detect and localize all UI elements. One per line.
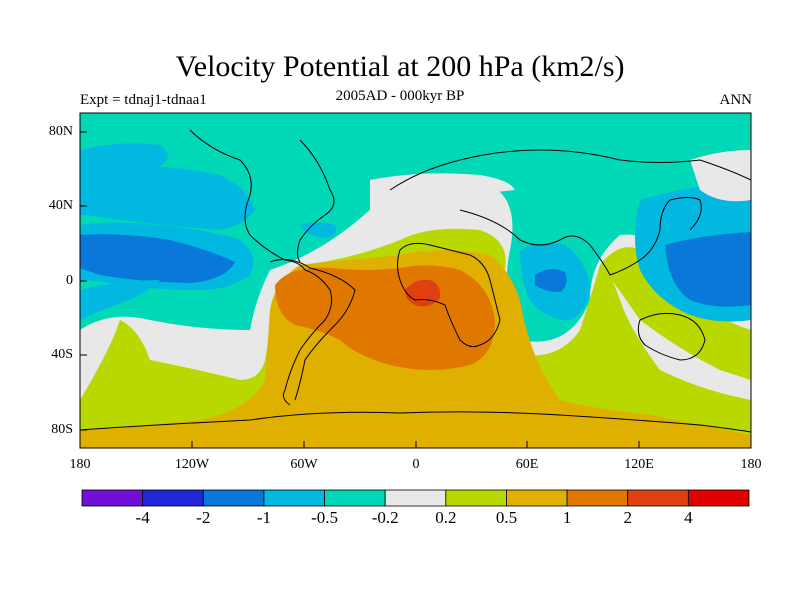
north-america-east [297,139,335,263]
africa [397,242,501,348]
band-neg-0.5-sw [80,280,160,320]
colorbar-swatch [81,489,144,507]
colorbar-swatch [566,489,629,507]
eurasia-north [389,149,751,191]
colorbar-swatch [142,489,204,507]
plot-subtitle: 2005AD - 000kyr BP [335,88,465,104]
australia [637,312,706,361]
colorbar-tick-label: -1 [256,508,271,527]
colorbar-swatch [263,489,325,507]
eurasia-south [459,197,702,276]
xtick-label: 120W [174,457,210,472]
ytick-label: 80S [51,422,73,437]
americas-west-coast [189,129,333,406]
band-neg-1-wp [665,232,751,307]
axis-ticks [79,131,752,448]
band-neg-1-west [80,234,235,283]
xtick-label: 60E [515,457,539,472]
colorbar-tick-label: 1 [562,508,572,527]
colorbar-tick-label: 0.5 [495,508,518,527]
band-neg-0.5-np [80,143,168,174]
ytick-label: 40N [48,198,73,213]
colorbar-swatch [687,489,750,507]
colorbar-tick-label: -4 [135,508,150,527]
coastlines [80,129,751,433]
plot-title: Velocity Potential at 200 hPa (km2/s) [175,50,625,83]
colorbar-swatch [384,489,447,507]
contour-fill [80,113,751,448]
ytick-label: 0 [66,273,73,288]
band-0.2-ne [690,150,751,202]
xtick-label: 180 [69,457,91,472]
band-neg-0.5-atl [300,222,337,238]
colorbar-tick-label: -0.5 [311,508,338,527]
colorbar-swatch [324,489,386,507]
colorbar-swatch [202,489,265,507]
antarctica [80,411,751,433]
colorbar-swatch [627,489,689,507]
colorbar-tick-label: -0.2 [371,508,399,527]
band-0.2-north [370,173,515,215]
colorbar [81,489,750,507]
xtick-label: 120E [624,457,654,472]
ytick-label: 40S [51,347,73,362]
band-neg-0.5-nw [80,166,255,230]
xtick-label: 60W [290,457,318,472]
colorbar-tick-label: -2 [196,508,211,527]
colorbar-tick-label: 2 [623,508,632,527]
south-america [269,259,356,401]
colorbar-swatch [445,489,507,507]
colorbar-tick-label: 4 [684,508,693,527]
season-label: ANN [719,92,753,108]
band-neg-1-io [535,269,567,292]
colorbar-swatch [506,489,568,507]
experiment-label: Expt = tdnaj1-tdnaa1 [80,92,207,108]
ytick-label: 80N [48,124,73,139]
xtick-label: 180 [740,457,762,472]
colorbar-tick-label: 0.2 [435,508,457,527]
xtick-label: 0 [412,457,420,472]
